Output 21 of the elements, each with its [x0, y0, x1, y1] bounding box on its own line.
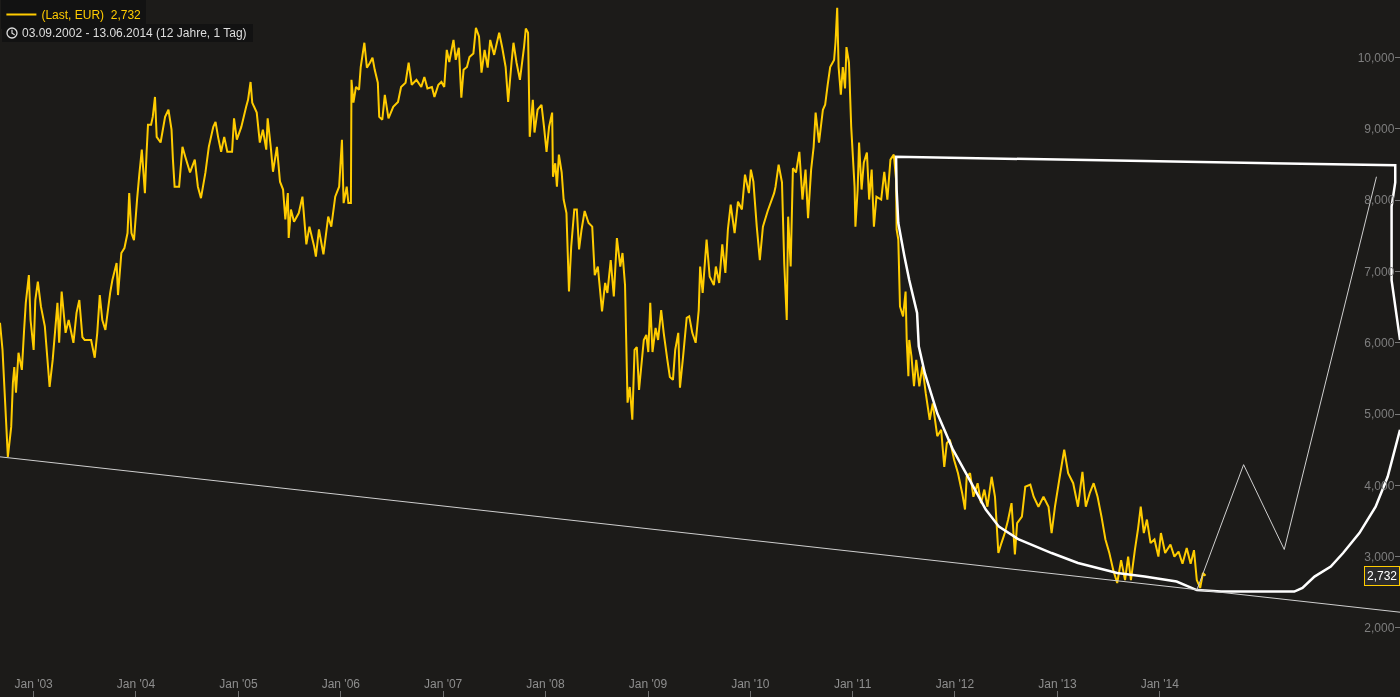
x-tick-label: Jan '13: [1038, 677, 1077, 691]
x-tick-label: Jan '05: [219, 677, 258, 691]
x-tick-label: Jan '07: [423, 677, 463, 691]
x-tick-label: Jan '11: [833, 677, 872, 691]
x-tick-label: Jan '04: [116, 677, 156, 691]
y-tick-label: 9,000: [1364, 122, 1395, 137]
y-tick-label: 3,000: [1364, 549, 1395, 564]
x-tick-label: Jan '06: [321, 677, 361, 691]
x-tick-label: Jan '03: [14, 677, 54, 691]
y-tick-label: 5,000: [1364, 407, 1395, 422]
legend-label: (Last, EUR) 2,732: [41, 8, 142, 23]
y-tick-label: 2,000: [1364, 621, 1395, 636]
y-tick-label: 10,000: [1357, 50, 1395, 65]
annotation: 2,732: [1367, 569, 1398, 583]
text: 03.09.2002 - 13.06.2014 (12 Jahre, 1 Tag): [22, 26, 247, 40]
x-tick-label: Jan '12: [935, 677, 975, 691]
x-tick-label: Jan '10: [731, 677, 770, 691]
x-tick-label: Jan '09: [628, 677, 668, 691]
x-tick-label: Jan '08: [526, 677, 565, 691]
y-tick-label: 6,000: [1364, 336, 1395, 350]
x-tick-label: Jan '14: [1140, 677, 1180, 691]
